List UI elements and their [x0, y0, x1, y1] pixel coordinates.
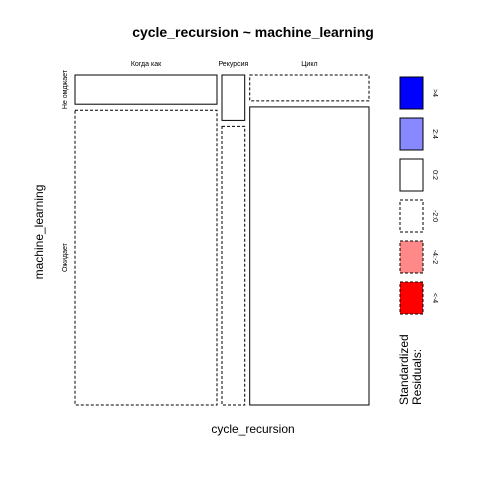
legend-swatch: [399, 281, 424, 315]
y-tick-label: Ожидает: [62, 242, 69, 272]
legend-title-line-2: Residuals:: [410, 349, 424, 405]
legend-swatch: [399, 158, 424, 192]
mosaic-tiles: [74, 74, 370, 406]
legend-label: <-4: [431, 293, 438, 303]
mosaic-tile: [74, 74, 218, 105]
x-tick-label: Рекурсия: [218, 61, 248, 68]
legend-label: -2:0: [431, 210, 438, 222]
legend-label: 2:4: [431, 129, 438, 139]
mosaic-tile: [74, 109, 218, 406]
chart-title: cycle_recursion ~ machine_learning: [132, 24, 374, 40]
legend-swatch: [399, 199, 424, 233]
x-tick-label: Цикл: [301, 61, 317, 68]
mosaic-tile: [221, 125, 246, 406]
y-axis-label: machine_learning: [32, 185, 46, 280]
legend-swatch: [399, 117, 424, 151]
legend-label: -4:-2: [431, 250, 438, 265]
mosaic-tile: [249, 74, 370, 102]
x-axis-label: cycle_recursion: [211, 422, 294, 436]
legend-title-line-1: Standardized: [397, 334, 411, 405]
mosaic-tile: [249, 106, 370, 406]
residuals-legend: >4 2:4 0:2 -2:0 -4:-2 <-4: [399, 76, 438, 315]
legend-swatch: [399, 240, 424, 274]
mosaic-tile: [221, 74, 246, 121]
legend-label: 0:2: [431, 170, 438, 180]
legend-label: >4: [431, 89, 438, 97]
x-tick-label: Когда как: [131, 61, 162, 68]
y-tick-label: Не омджает: [62, 69, 69, 109]
legend-swatch: [399, 76, 424, 110]
x-tick-labels: Когда как Рекурсия Цикл: [131, 61, 318, 68]
y-tick-labels: Не омджает Ожидает: [62, 69, 69, 272]
